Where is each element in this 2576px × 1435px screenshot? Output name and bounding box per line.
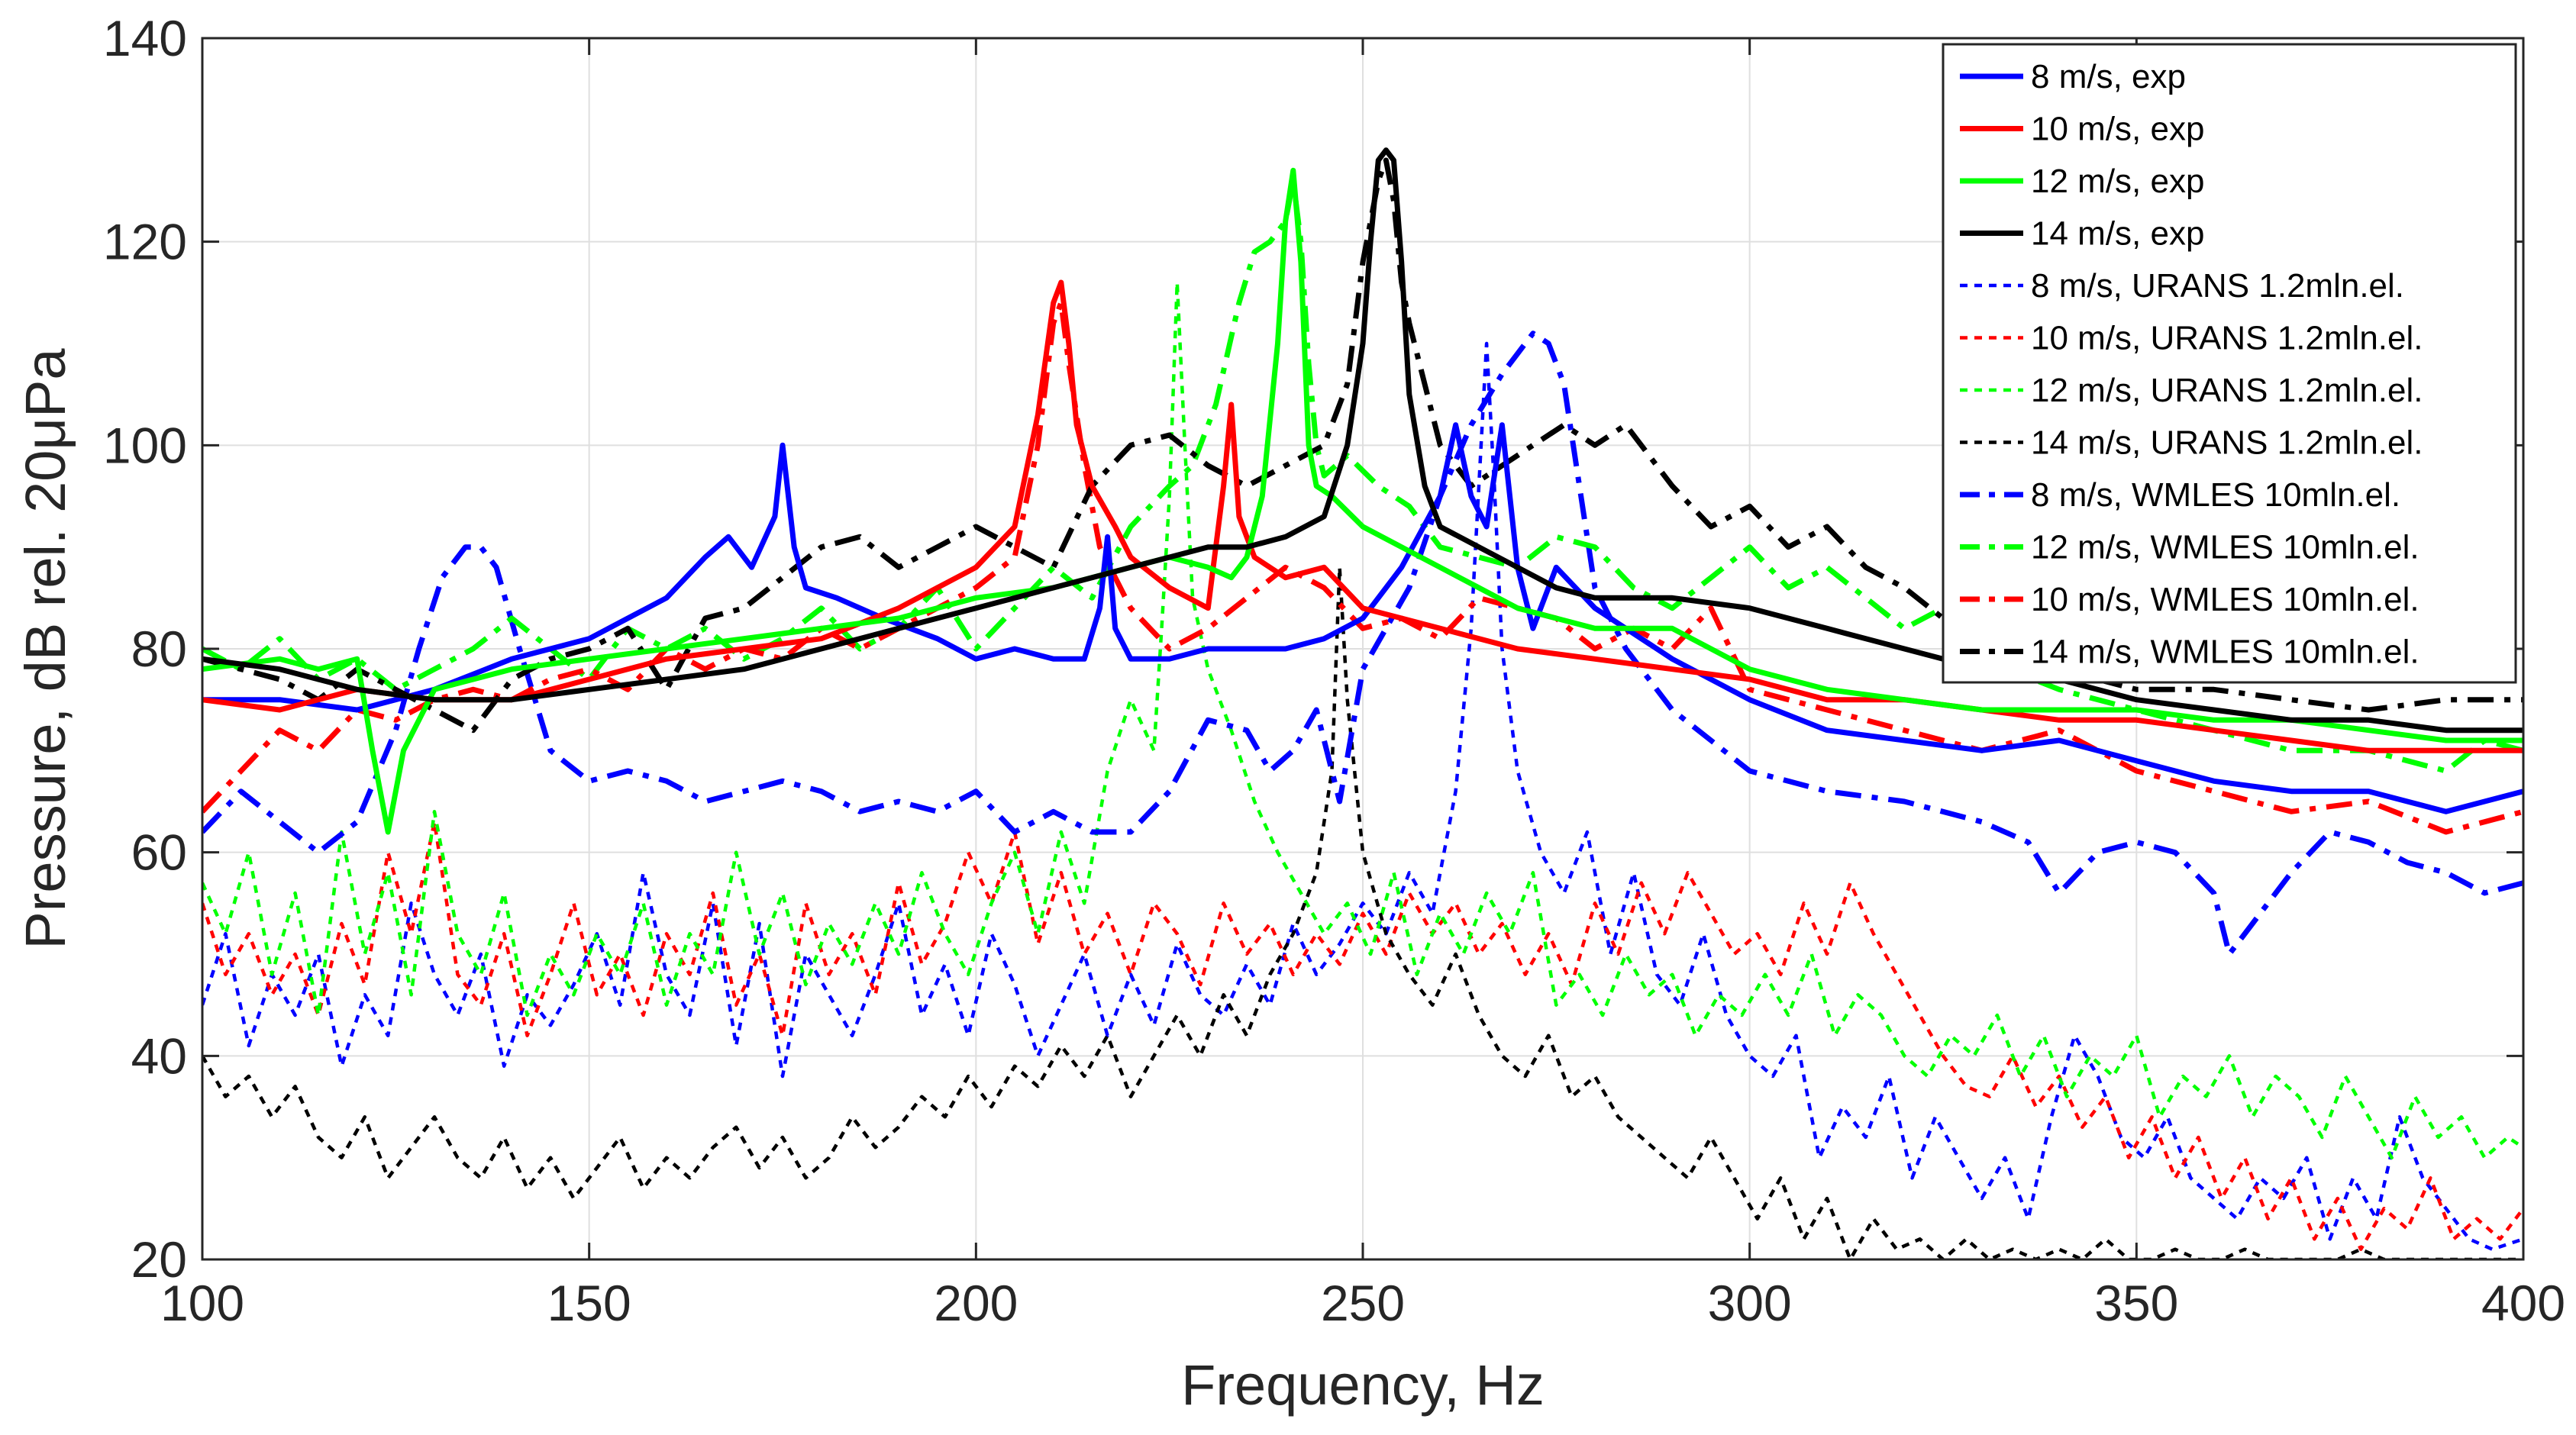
y-tick-label: 100 bbox=[103, 417, 187, 473]
series-line-5 bbox=[202, 820, 2523, 1251]
y-tick-label: 40 bbox=[131, 1027, 187, 1084]
legend-entry: 12 m/s, URANS 1.2mln.el. bbox=[2031, 372, 2423, 409]
legend-entry: 8 m/s, URANS 1.2mln.el. bbox=[2031, 267, 2404, 305]
legend-box bbox=[1942, 43, 2517, 684]
x-tick-label: 400 bbox=[2481, 1275, 2565, 1331]
legend-entry: 12 m/s, WMLES 10mln.el. bbox=[2031, 529, 2419, 566]
series-line-7 bbox=[202, 566, 2523, 1259]
y-tick-label: 60 bbox=[131, 824, 187, 881]
series-line-9 bbox=[202, 178, 2523, 774]
x-axis-label: Frequency, Hz bbox=[1181, 1353, 1545, 1417]
series-line-10 bbox=[202, 300, 2523, 835]
legend-entry: 14 m/s, WMLES 10mln.el. bbox=[2031, 634, 2419, 671]
x-tick-label: 300 bbox=[1708, 1275, 1792, 1331]
y-tick-label: 140 bbox=[103, 10, 187, 66]
series-line-11 bbox=[202, 157, 2523, 734]
x-tick-label: 100 bbox=[160, 1275, 244, 1331]
series-line-2 bbox=[202, 167, 2523, 835]
legend-entry: 10 m/s, WMLES 10mln.el. bbox=[2031, 581, 2419, 618]
legend-entry: 12 m/s, exp bbox=[2031, 163, 2204, 200]
x-tick-label: 150 bbox=[547, 1275, 631, 1331]
legend-entry: 8 m/s, exp bbox=[2031, 58, 2186, 95]
legend-entry: 10 m/s, exp bbox=[2031, 111, 2204, 148]
x-tick-label: 250 bbox=[1321, 1275, 1405, 1331]
series-line-8 bbox=[202, 331, 2523, 957]
y-tick-label: 120 bbox=[103, 214, 187, 270]
ticks: 100 150 200 250 300 350 400 20 40 60 80 100 120 140 bbox=[103, 10, 2565, 1331]
x-tick-label: 350 bbox=[2094, 1275, 2178, 1331]
y-axis-label: Pressure, dB rel. 20μPa bbox=[14, 348, 77, 950]
y-tick-label: 80 bbox=[131, 621, 187, 677]
legend-entry: 10 m/s, URANS 1.2mln.el. bbox=[2031, 320, 2423, 357]
legend-entry: 14 m/s, URANS 1.2mln.el. bbox=[2031, 424, 2423, 462]
legend: 8 m/s, exp 10 m/s, exp 12 m/s, exp 14 m/s, … bbox=[1942, 43, 2517, 684]
x-tick-label: 200 bbox=[934, 1275, 1018, 1331]
y-tick-label: 20 bbox=[131, 1231, 187, 1288]
legend-entry: 8 m/s, WMLES 10mln.el. bbox=[2031, 476, 2400, 514]
legend-entry: 14 m/s, exp bbox=[2031, 215, 2204, 253]
series-line-0 bbox=[202, 422, 2523, 814]
